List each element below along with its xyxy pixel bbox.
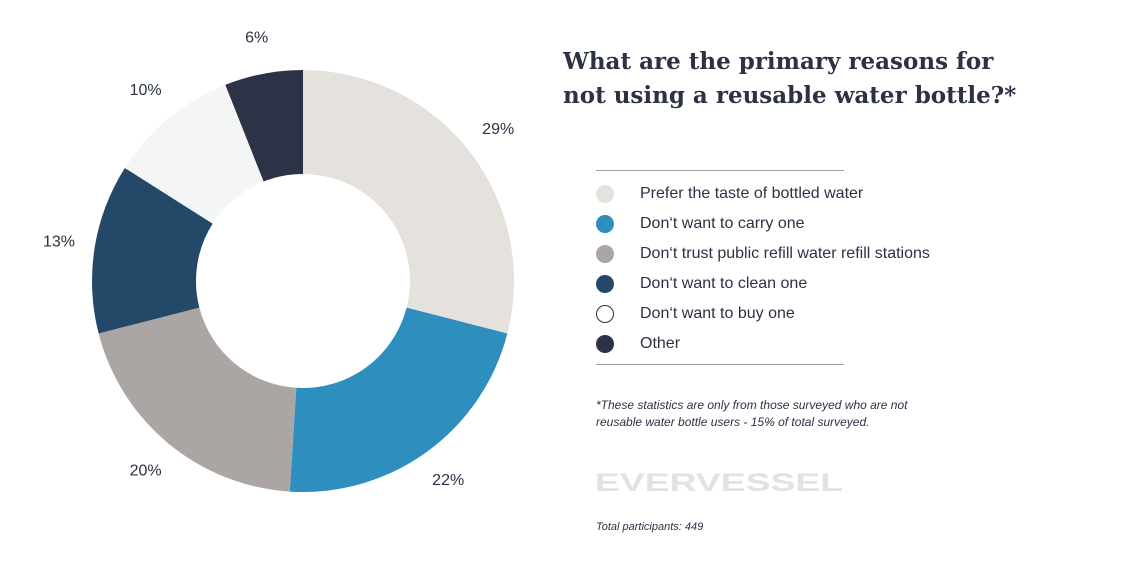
legend-item: Other [596,329,930,359]
donut-slice [124,84,264,224]
donut-slice [225,70,303,182]
donut-slice [289,307,508,492]
legend: Prefer the taste of bottled water Don‘t … [596,179,930,359]
legend-item: Don‘t want to clean one [596,269,930,299]
total-participants: Total participants: 449 [596,521,704,533]
slice-percent-label: 29% [482,121,514,138]
legend-item: Don‘t want to buy one [596,299,930,329]
brand-wordmark: EVERVESSEL [595,470,843,496]
slice-percent-label: 6% [245,30,268,47]
legend-label: Don‘t want to carry one [640,215,805,232]
legend-top-rule [596,170,844,171]
legend-item: Don‘t want to carry one [596,209,930,239]
slice-percent-label: 10% [130,82,162,99]
legend-item: Don‘t trust public refill water refill s… [596,239,930,269]
legend-bottom-rule [596,364,844,365]
legend-label: Prefer the taste of bottled water [640,185,864,202]
legend-swatch [596,245,614,263]
chart-title: What are the primary reasons for not usi… [563,48,1017,109]
slice-percent-label: 22% [432,472,464,489]
legend-swatch [596,305,614,323]
legend-label: Don‘t trust public refill water refill s… [640,245,930,262]
legend-swatch [596,275,614,293]
legend-label: Don‘t want to buy one [640,305,795,322]
legend-label: Other [640,335,681,352]
donut-chart: 29% 22% 20% 13% 10% 6% [43,30,514,492]
footnote: *These statistics are only from those su… [596,398,908,429]
slice-percent-label: 20% [130,463,162,480]
evervessel-logo: EVERVESSEL [595,470,843,496]
donut-slice [98,307,297,492]
legend-swatch [596,215,614,233]
slice-percent-label: 13% [43,234,75,251]
donut-slice [303,70,514,334]
legend-item: Prefer the taste of bottled water [596,179,930,209]
legend-swatch [596,335,614,353]
donut-slice [92,167,213,334]
legend-label: Don‘t want to clean one [640,275,808,292]
legend-swatch [596,185,614,203]
